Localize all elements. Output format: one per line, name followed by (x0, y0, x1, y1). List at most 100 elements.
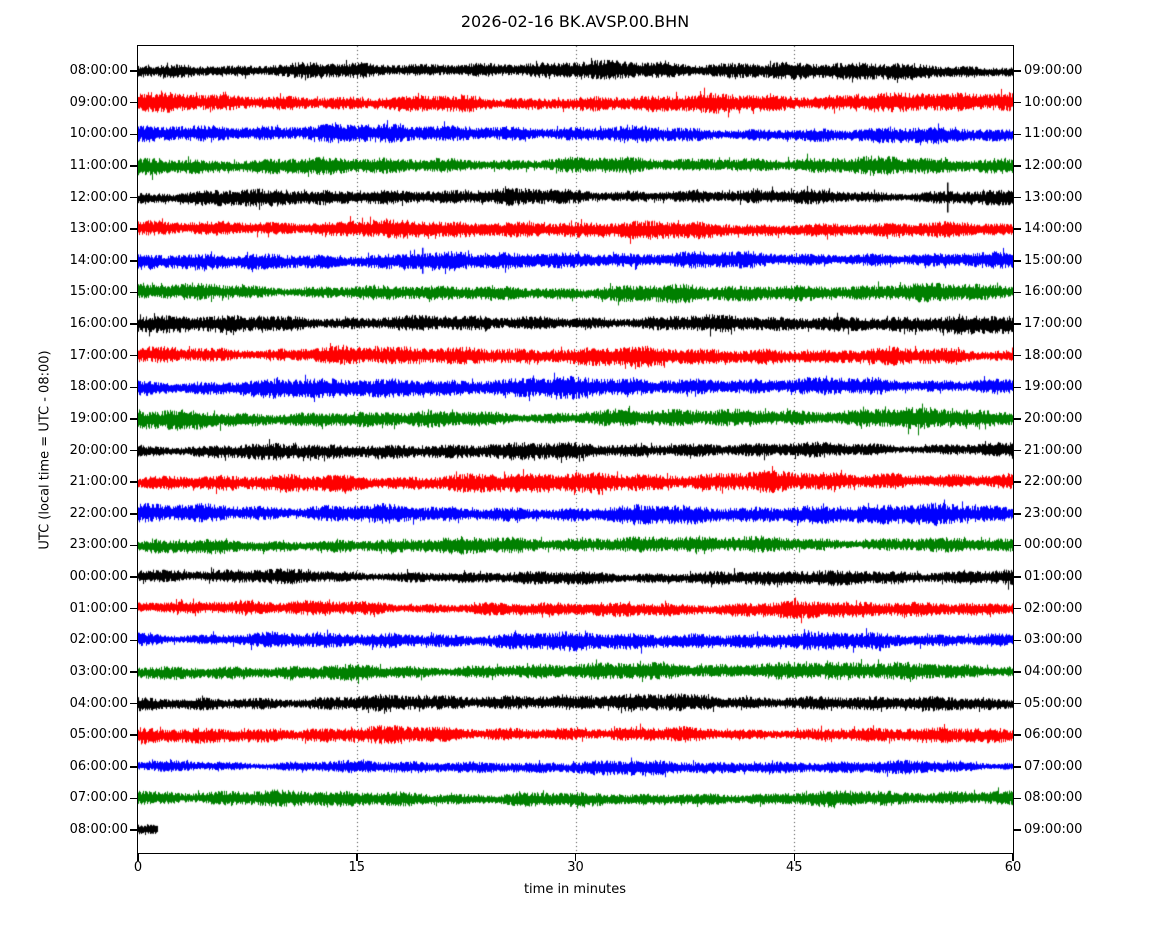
y-tick-mark (130, 544, 138, 547)
y-tick-mark (1013, 797, 1021, 800)
x-tick-mark (356, 853, 358, 861)
y-tick-mark (130, 513, 138, 515)
local-tick-label: 23:00:00 (1024, 505, 1083, 521)
utc-tick-label: 18:00:00 (69, 379, 128, 395)
utc-tick-label: 06:00:00 (69, 758, 128, 774)
local-tick-label: 04:00:00 (1024, 663, 1083, 679)
x-axis-label: time in minutes (523, 882, 627, 897)
y-tick-mark (130, 418, 138, 420)
utc-tick-label: 07:00:00 (69, 790, 128, 806)
local-tick-label: 17:00:00 (1024, 316, 1083, 331)
y-tick-mark (1013, 323, 1021, 325)
local-tick-label: 11:00:00 (1024, 126, 1083, 142)
plot-area (136, 44, 1014, 854)
utc-tick-label: 21:00:00 (69, 474, 128, 490)
local-tick-label: 18:00:00 (1024, 347, 1083, 363)
y-tick-mark (130, 291, 138, 294)
y-tick-mark (1013, 513, 1021, 515)
y-tick-mark (1013, 639, 1021, 641)
x-tick-mark (793, 853, 795, 861)
local-tick-label: 07:00:00 (1024, 758, 1083, 774)
local-tick-label: 13:00:00 (1024, 189, 1083, 205)
y-tick-mark (130, 607, 138, 610)
utc-tick-label: 03:00:00 (69, 663, 128, 679)
utc-tick-label: 05:00:00 (69, 727, 128, 743)
y-tick-mark (130, 133, 138, 135)
y-tick-mark (130, 766, 138, 768)
y-tick-mark (130, 702, 138, 705)
x-tick-label: 0 (133, 860, 143, 875)
y-tick-mark (130, 70, 138, 72)
utc-tick-label: 08:00:00 (69, 822, 128, 837)
local-tick-label: 05:00:00 (1024, 695, 1083, 711)
utc-tick-label: 17:00:00 (69, 347, 128, 363)
y-tick-mark (130, 639, 138, 641)
y-tick-mark (1013, 133, 1021, 135)
y-tick-mark (130, 323, 138, 325)
local-tick-label: 09:00:00 (1024, 63, 1083, 78)
utc-tick-label: 22:00:00 (69, 505, 128, 521)
y-tick-mark (1013, 228, 1021, 230)
utc-tick-label: 15:00:00 (69, 284, 128, 300)
y-tick-mark (130, 228, 138, 230)
local-tick-label: 12:00:00 (1024, 157, 1083, 173)
utc-tick-label: 12:00:00 (69, 189, 128, 205)
y-tick-mark (1013, 260, 1021, 262)
y-tick-mark (1013, 449, 1021, 452)
local-tick-label: 19:00:00 (1024, 379, 1083, 395)
y-tick-mark (1013, 829, 1021, 831)
x-tick-mark (137, 853, 139, 861)
y-tick-mark (1013, 576, 1021, 578)
y-tick-mark (130, 165, 138, 167)
x-tick-label: 45 (785, 860, 803, 875)
local-tick-label: 21:00:00 (1024, 442, 1083, 458)
local-tick-label: 09:00:00 (1024, 822, 1083, 837)
local-tick-label: 20:00:00 (1024, 410, 1083, 426)
y-tick-mark (130, 196, 138, 199)
local-tick-label: 10:00:00 (1024, 94, 1083, 110)
y-tick-mark (1013, 481, 1021, 483)
local-tick-label: 14:00:00 (1024, 221, 1083, 237)
y-tick-mark (1013, 607, 1021, 610)
y-tick-mark (1013, 418, 1021, 420)
local-tick-label: 06:00:00 (1024, 727, 1083, 743)
y-tick-mark (1013, 386, 1021, 388)
y-tick-mark (1013, 671, 1021, 673)
y-tick-mark (1013, 734, 1021, 736)
local-tick-label: 00:00:00 (1024, 537, 1083, 553)
y-tick-mark (1013, 165, 1021, 167)
utc-tick-label: 20:00:00 (69, 442, 128, 458)
x-tick-mark (1012, 853, 1014, 861)
y-tick-mark (130, 671, 138, 673)
y-tick-mark (130, 829, 138, 831)
utc-tick-label: 11:00:00 (69, 157, 128, 173)
local-tick-label: 16:00:00 (1024, 284, 1083, 300)
utc-tick-label: 14:00:00 (69, 252, 128, 268)
local-tick-label: 22:00:00 (1024, 474, 1083, 490)
utc-tick-label: 00:00:00 (69, 569, 128, 584)
y-tick-mark (130, 734, 138, 736)
y-tick-mark (130, 449, 138, 452)
local-tick-label: 15:00:00 (1024, 252, 1083, 268)
utc-tick-label: 23:00:00 (69, 537, 128, 553)
y-tick-mark (1013, 101, 1021, 104)
y-tick-mark (130, 354, 138, 357)
utc-tick-label: 16:00:00 (69, 316, 128, 331)
local-tick-label: 02:00:00 (1024, 600, 1083, 616)
local-tick-label: 01:00:00 (1024, 569, 1083, 584)
x-tick-label: 30 (567, 860, 584, 875)
y-tick-mark (130, 101, 138, 104)
y-tick-mark (1013, 291, 1021, 294)
y-tick-mark (130, 386, 138, 388)
trace-canvas (137, 45, 1013, 853)
x-tick-label: 15 (348, 860, 366, 875)
y-tick-mark (1013, 766, 1021, 768)
x-tick-mark (574, 853, 577, 861)
y-tick-mark (1013, 196, 1021, 199)
utc-tick-label: 09:00:00 (69, 94, 128, 110)
y-tick-mark (130, 797, 138, 800)
y-tick-mark (130, 260, 138, 262)
local-tick-label: 03:00:00 (1024, 632, 1083, 648)
utc-tick-label: 04:00:00 (69, 695, 128, 711)
